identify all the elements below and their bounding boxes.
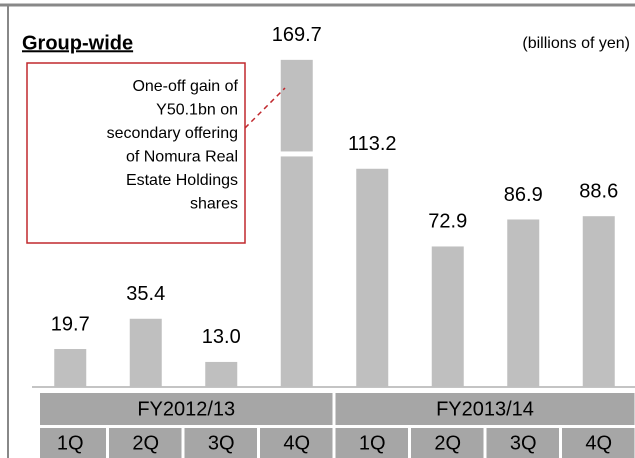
bar [129,318,162,387]
x-tick-label: 4Q [283,432,310,454]
data-label: 72.9 [428,211,467,233]
bar-one-off [280,59,313,152]
data-label: 19.7 [51,313,90,335]
annotation-text: Estate Holdings [126,172,238,189]
bar [582,216,615,387]
data-label: 113.2 [348,133,397,155]
annotation-text: One-off gain of [132,78,238,95]
category-cell [486,428,559,458]
annotation-text: Y50.1bn on [156,102,238,119]
bar [205,361,238,387]
bar [507,219,540,387]
chart-title: Group-wide [22,32,133,54]
category-cell [184,428,257,458]
x-tick-label: 3Q [510,432,537,454]
x-tick-label: 1Q [57,432,84,454]
annotation-text: of Nomura Real [126,149,238,166]
x-tick-label: 2Q [132,432,159,454]
category-cell [411,428,484,458]
x-tick-label: 4Q [585,432,612,454]
bar [54,349,87,387]
category-cell [109,428,182,458]
chart-subtitle: (billions of yen) [522,35,630,52]
bar [356,168,389,387]
annotation-box [26,62,246,244]
x-tick-label: 1Q [359,432,386,454]
data-label: 35.4 [126,283,165,305]
annotation-leader [244,87,286,129]
category-cell [260,428,333,458]
category-cell [40,428,106,458]
category-cell [335,428,408,458]
group-label: FY2013/14 [436,398,534,420]
x-tick-label: 2Q [434,432,461,454]
data-label: 169.7 [272,24,322,46]
data-label: 13.0 [202,326,241,348]
group-label: FY2012/13 [137,398,235,420]
group-cell [335,393,635,425]
group-cell [40,393,333,425]
data-label: 86.9 [504,184,543,206]
data-label: 88.6 [579,180,618,202]
annotation-text: secondary offering [107,125,238,142]
annotation-text: shares [190,196,238,213]
bar [431,246,464,387]
x-tick-label: 3Q [208,432,235,454]
bar [280,156,313,387]
category-cell [562,428,635,458]
